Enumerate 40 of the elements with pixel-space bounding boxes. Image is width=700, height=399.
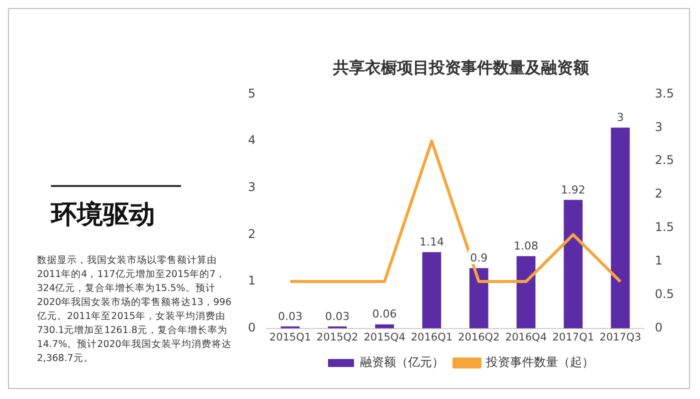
data-label: 0.03 xyxy=(278,310,302,323)
y-tick-label: 3 xyxy=(248,180,256,194)
legend-label: 投资事件数量（起） xyxy=(485,355,594,370)
data-label: 1.92 xyxy=(560,183,586,196)
y2-tick-label: 1.5 xyxy=(654,220,674,234)
y2-tick-label: 3 xyxy=(654,120,663,134)
y-tick-label: 1 xyxy=(248,274,256,288)
data-label: 0.9 xyxy=(470,252,488,265)
x-tick-label: 2016Q2 xyxy=(458,331,500,344)
y2-tick-label: 3.5 xyxy=(654,86,674,100)
y2-tick-label: 2 xyxy=(654,186,663,201)
y2-tick-label: 0 xyxy=(654,320,663,335)
y-tick-label: 5 xyxy=(248,86,256,100)
text: 环境驱动 xyxy=(51,185,181,232)
x-tick-label: 2017Q3 xyxy=(600,331,642,344)
x-tick-label: 2015Q4 xyxy=(364,331,406,344)
x-tick-label: 2015Q2 xyxy=(316,331,358,344)
data-label: 1.08 xyxy=(514,239,538,252)
x-tick-label: 2016Q1 xyxy=(410,331,453,344)
bar xyxy=(564,200,583,328)
x-tick-label: 2017Q1 xyxy=(552,331,594,344)
bar xyxy=(516,256,536,328)
data-label: 1.14 xyxy=(419,235,444,248)
bar xyxy=(610,128,630,328)
legend-label: 融资额（亿元） xyxy=(360,355,444,370)
data-label: 3 xyxy=(616,111,624,124)
y-tick-label: 0 xyxy=(248,320,256,335)
x-tick-label: 2016Q4 xyxy=(505,331,548,344)
bar xyxy=(469,268,488,328)
y-tick-label: 4 xyxy=(248,133,256,148)
y2-tick-label: 0.5 xyxy=(654,287,674,302)
x-tick-label: 2015Q1 xyxy=(269,331,312,344)
y2-tick-label: 1 xyxy=(654,254,663,268)
data-label: 0.03 xyxy=(325,310,350,323)
y-tick-label: 2 xyxy=(248,226,256,241)
text: 数据显示，我国女装市场以零售额计算由2011年的4，117亿元增加至2015年的7，324亿元，复合年增长率为15.5%。预计2020年我国女装市场的零售额将达13，996亿元。2011年至2015年，女装平均消费由730.1元增加至1261.8元，复合年增长率为14.7%。预计2020年我国女装平均消费将达2,368.7元。 xyxy=(37,254,232,366)
bar xyxy=(422,252,442,328)
data-label: 0.06 xyxy=(372,308,397,321)
y2-tick-label: 2.5 xyxy=(654,153,674,168)
chart-title: 共享衣橱项目投资事件数量及融资额 xyxy=(332,58,590,77)
